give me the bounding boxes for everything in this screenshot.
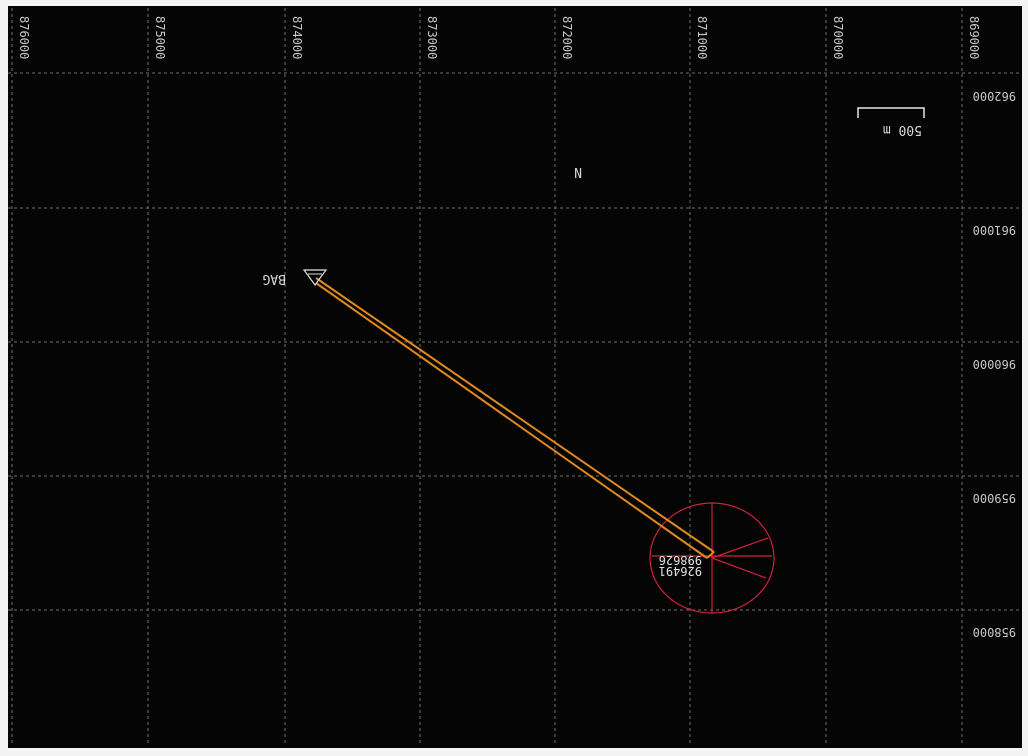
northing-tick-label: 961000 [973,223,1016,237]
well-label: BAG [262,271,286,286]
well-trajectory [315,277,715,559]
easting-axis: 876000 875000 874000 873000 872000 87100… [17,16,981,59]
northing-tick-label: 960000 [973,357,1016,371]
map-background [8,6,1022,748]
target-zone [649,502,775,614]
target-label-top: 998626 [659,553,702,567]
northing-tick-label: 958000 [973,625,1016,639]
scale-bar-label: 500 m [883,122,922,137]
target-label-bottom: 926491 [659,564,702,578]
wellhead-icon [302,269,328,287]
grid-lines [8,8,1022,746]
easting-tick-label: 876000 [17,16,31,59]
northing-axis: 962000 961000 960000 959000 958000 [973,89,1016,639]
scale-bar: 500 m [857,107,925,137]
easting-tick-label: 871000 [695,16,709,59]
easting-tick-label: 874000 [290,16,304,59]
easting-tick-label: 869000 [967,16,981,59]
easting-tick-label: 870000 [831,16,845,59]
north-marker: N [574,164,582,179]
northing-tick-label: 959000 [973,491,1016,505]
northing-tick-label: 962000 [973,89,1016,103]
easting-tick-label: 873000 [425,16,439,59]
easting-tick-label: 875000 [153,16,167,59]
easting-tick-label: 872000 [560,16,574,59]
